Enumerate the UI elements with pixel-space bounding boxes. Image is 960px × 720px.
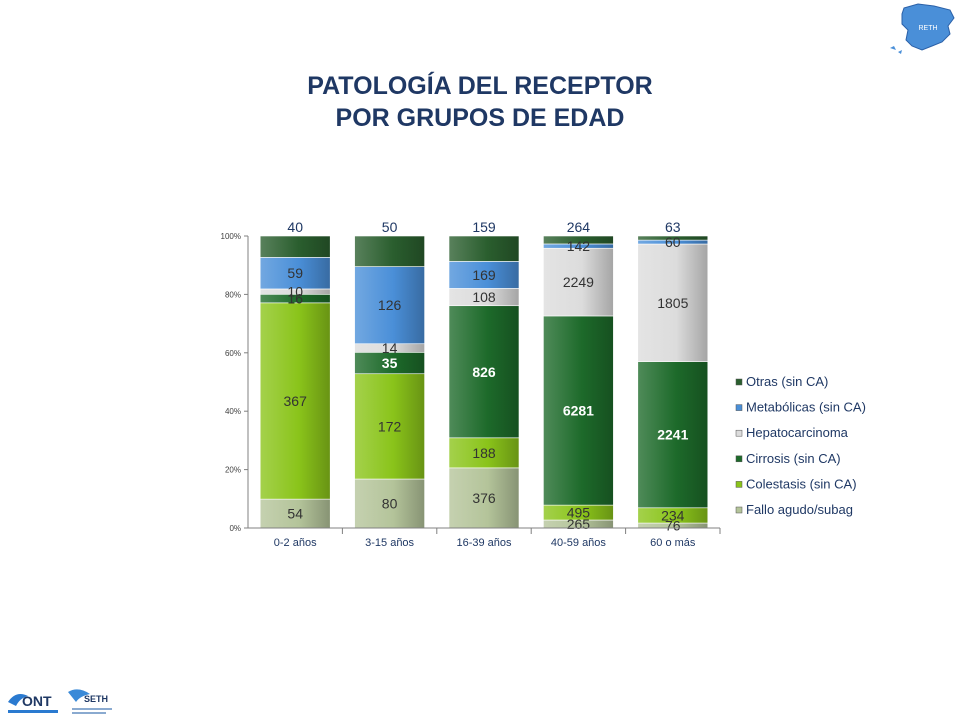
bar-stack-0 (259, 235, 331, 529)
seth-logo-text: SETH (84, 694, 108, 704)
bar-segment-hepatocarcinoma (543, 247, 614, 317)
y-tick-label: 40% (225, 407, 241, 416)
data-label: 14 (382, 340, 398, 356)
title-line-2: POR GRUPOS DE EDAD (335, 104, 625, 132)
bar-segment-otras (354, 235, 425, 267)
legend-swatch-colestasis (735, 481, 743, 488)
legend-swatch-otras (735, 378, 743, 386)
data-label: 35 (382, 355, 398, 371)
data-label: 1805 (657, 295, 688, 311)
bar-stack-3 (543, 235, 614, 529)
y-tick-label: 60% (225, 349, 241, 358)
data-label: 495 (567, 505, 591, 521)
x-tick-label: 3-15 años (365, 537, 414, 549)
bar-segment-metabolicas (448, 261, 520, 289)
spain-map-logo: RETH (890, 3, 955, 54)
data-label: 126 (378, 297, 402, 313)
chart-bars (259, 235, 709, 529)
page-title: PATOLOGÍA DEL RECEPTOR POR GRUPOS DE EDA… (0, 70, 960, 134)
chart-legend: Otras (sin CA) Metabólicas (sin CA) Hepato… (735, 374, 866, 517)
x-tick-label: 0-2 años (274, 537, 317, 549)
x-tick-label: 40-59 años (551, 537, 607, 549)
data-label: 108 (472, 289, 496, 305)
legend-label-otras: Otras (sin CA) (746, 374, 828, 389)
data-label: 54 (287, 506, 303, 522)
legend-label-colestasis: Colestasis (sin CA) (746, 476, 857, 491)
bar-segment-fallo (354, 478, 425, 529)
chart-axes: 0% 20% 40% 60% 80% 100% 0-2 años 3-15 años 16-39… (221, 232, 721, 549)
data-label: 59 (287, 265, 303, 281)
bar-segment-colestasis (354, 373, 425, 480)
data-label: 6281 (563, 403, 594, 419)
data-label: 76 (665, 518, 681, 534)
x-tick-label: 60 o más (650, 537, 696, 549)
y-tick-label: 80% (225, 290, 241, 299)
title-line-1: PATOLOGÍA DEL RECEPTOR (307, 72, 653, 100)
data-label: 2241 (657, 427, 688, 443)
bar-segment-hepatocarcinoma (637, 243, 709, 362)
bar-stack-2 (448, 235, 520, 529)
bar-stack-4 (637, 235, 709, 529)
bar-segment-colestasis (448, 437, 520, 469)
data-label: 367 (284, 393, 308, 409)
bar-segment-otras (543, 235, 614, 245)
data-label: 264 (567, 219, 591, 235)
seth-logo: SETH (68, 689, 112, 714)
data-label: 2249 (563, 274, 594, 290)
bar-segment-otras (259, 235, 331, 258)
data-label: 826 (472, 364, 496, 380)
map-badge-text: RETH (918, 25, 937, 32)
legend-label-cirrosis: Cirrosis (sin CA) (746, 451, 841, 466)
legend-swatch-cirrosis (735, 455, 743, 463)
bar-segment-cirrosis (637, 361, 709, 509)
legend-swatch-metabolicas (735, 404, 743, 411)
y-tick-label: 100% (221, 232, 241, 241)
data-label: 10 (287, 284, 303, 300)
bar-segment-metabolicas (354, 266, 425, 345)
legend-label-hepatocarcinoma: Hepatocarcinoma (746, 425, 849, 440)
data-label: 188 (472, 445, 496, 461)
y-tick-label: 20% (225, 466, 241, 475)
legend-label-fallo: Fallo agudo/subag (746, 502, 853, 517)
bar-segment-fallo (448, 467, 520, 529)
bar-segment-cirrosis (448, 305, 520, 439)
data-label: 159 (472, 219, 496, 235)
footer-logos: ONT SETH (8, 689, 112, 714)
data-label: 16 (287, 291, 303, 307)
x-tick-label: 16-39 años (456, 537, 512, 549)
y-tick-label: 0% (229, 524, 241, 533)
data-label: 40 (287, 219, 303, 235)
ont-logo-text: ONT (22, 693, 52, 709)
data-label: 50 (382, 219, 398, 235)
bar-stack-1 (354, 235, 425, 529)
ont-logo: ONT (8, 693, 58, 713)
data-label: 169 (472, 267, 496, 283)
bar-segment-cirrosis (543, 315, 614, 506)
data-label: 63 (665, 219, 681, 235)
data-label: 172 (378, 418, 402, 434)
data-label: 80 (382, 496, 398, 512)
legend-swatch-hepatocarcinoma (735, 429, 743, 437)
bar-segment-otras (637, 235, 709, 241)
data-label: 142 (567, 238, 591, 254)
legend-label-metabolicas: Metabólicas (sin CA) (746, 400, 866, 415)
data-label: 376 (472, 490, 496, 506)
data-label: 60 (665, 234, 681, 250)
data-label: 234 (661, 507, 685, 523)
bar-segment-otras (448, 235, 520, 262)
bar-segment-colestasis (259, 302, 331, 500)
legend-swatch-fallo (735, 506, 743, 514)
